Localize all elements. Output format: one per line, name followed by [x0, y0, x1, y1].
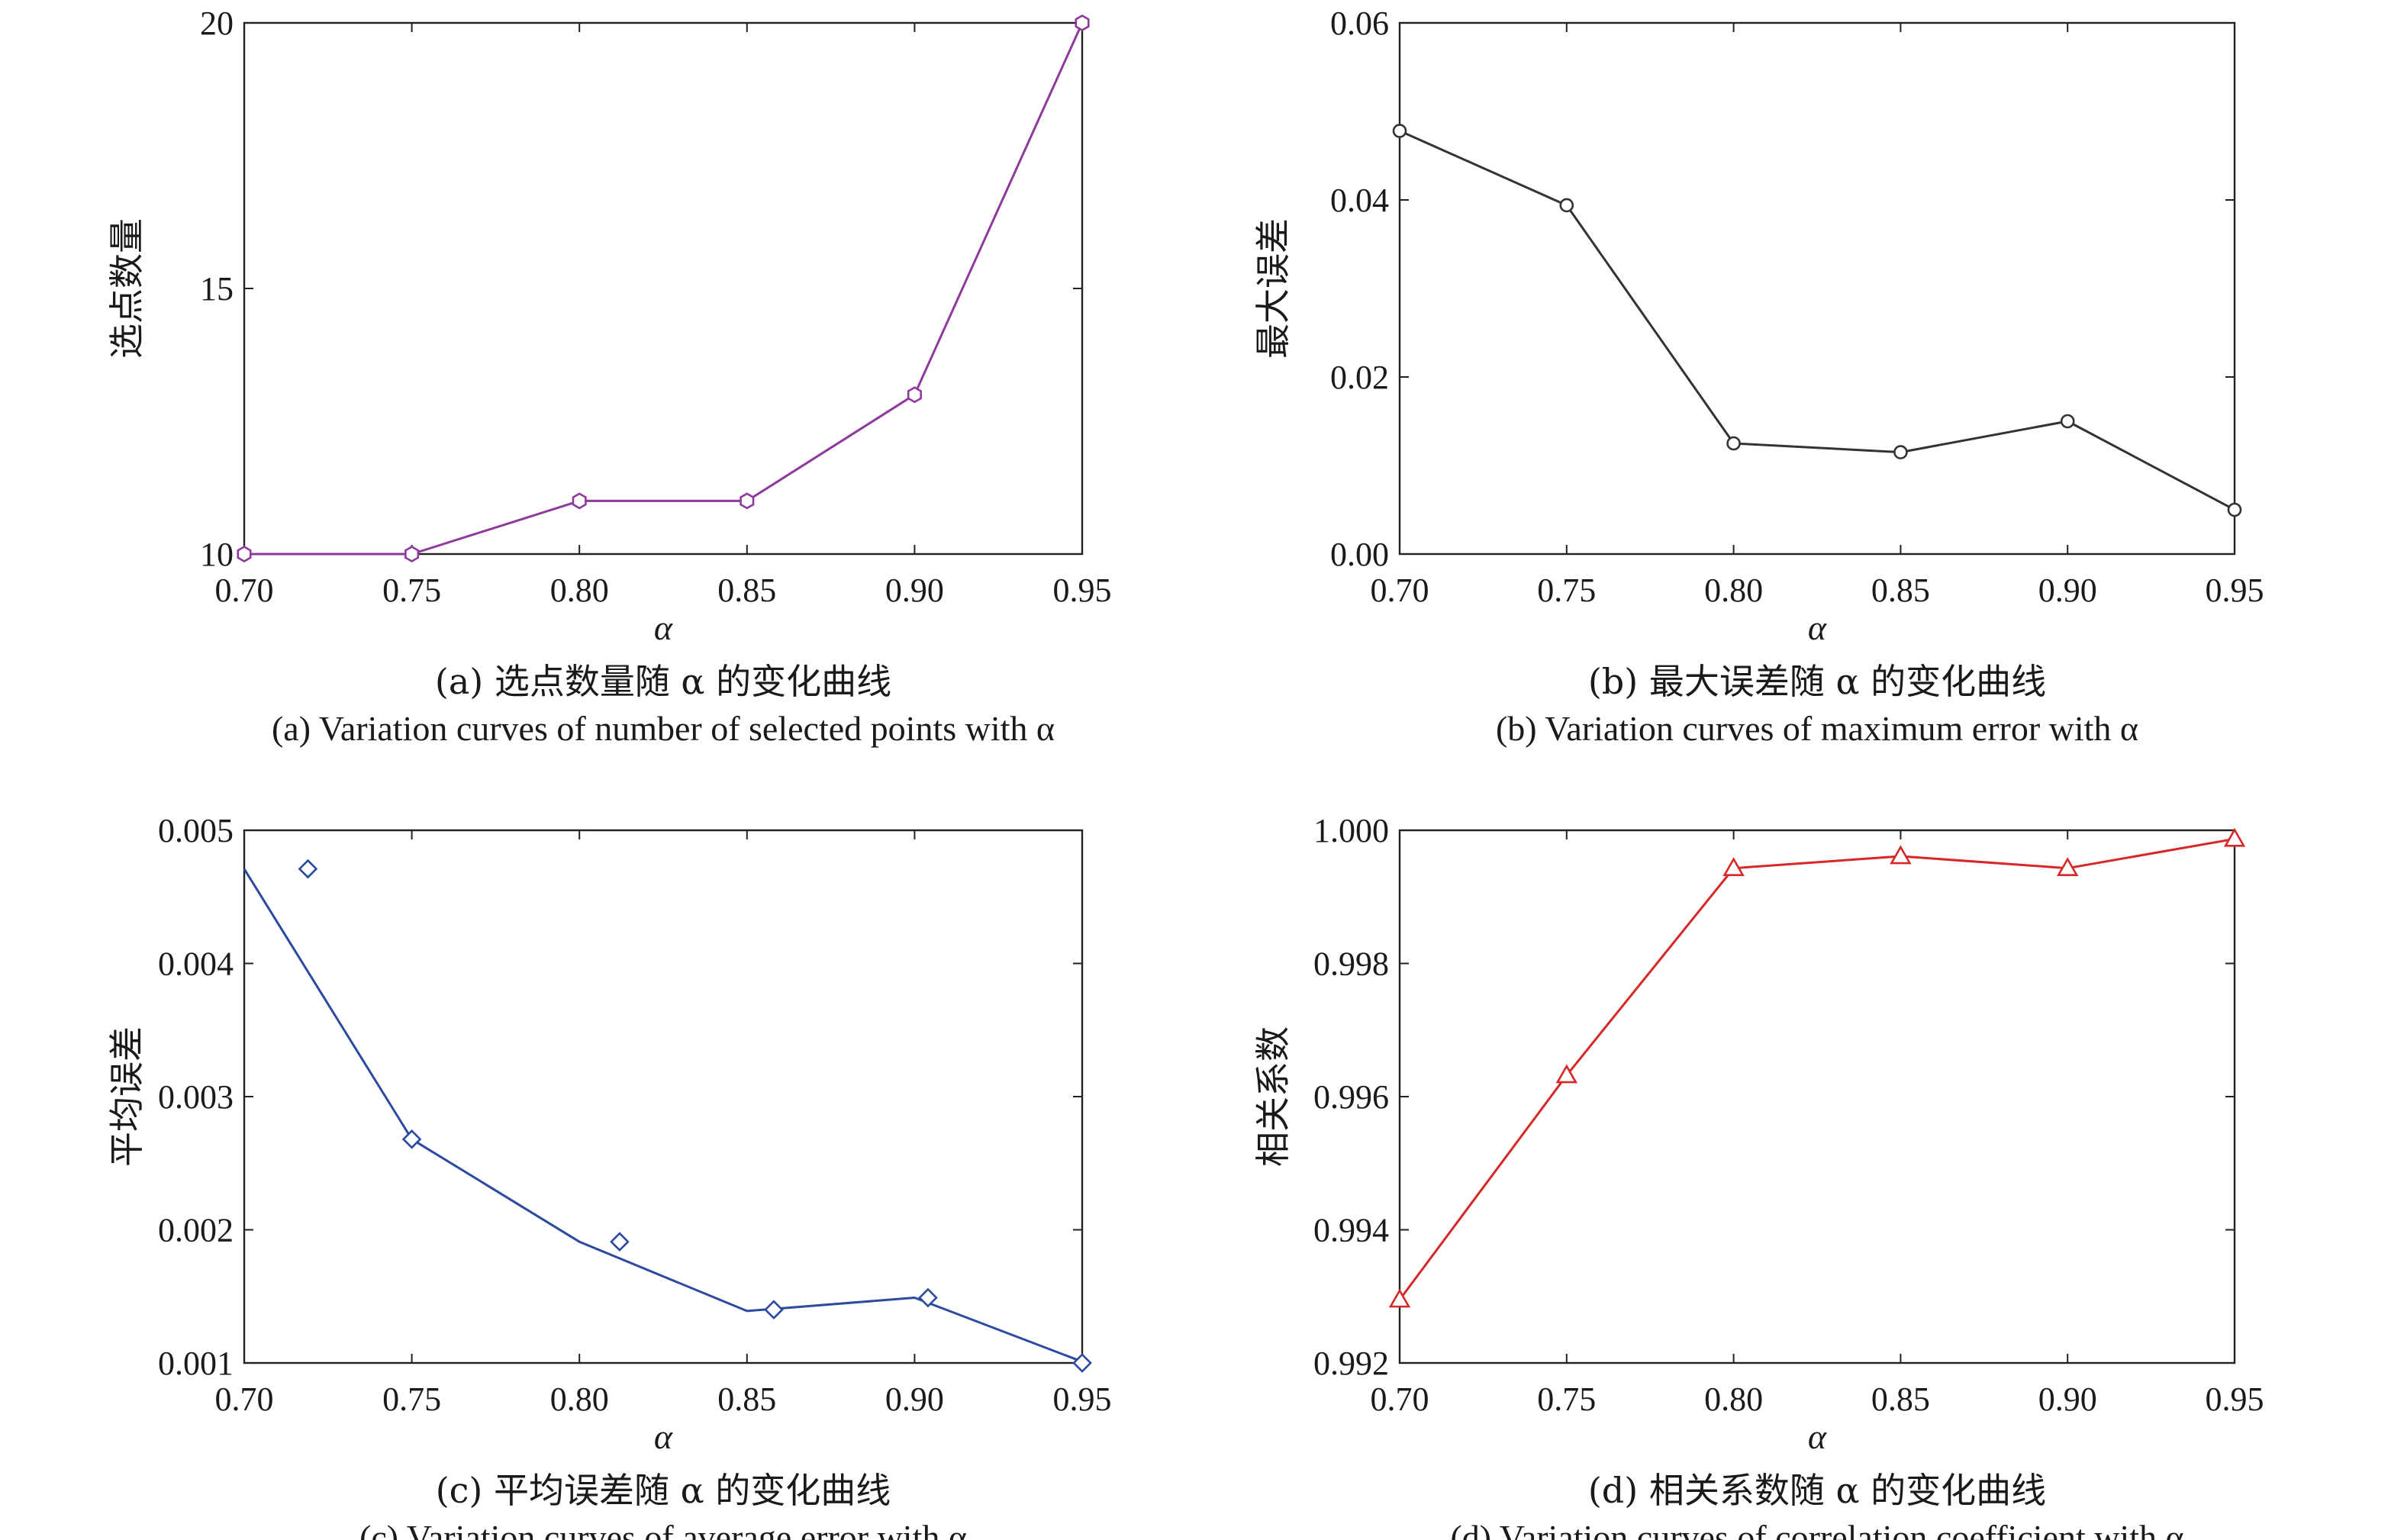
data-point [2056, 857, 2079, 877]
data-point [1559, 198, 1574, 213]
data-point [1072, 1353, 1092, 1373]
x-tick-label: 0.70 [1371, 1381, 1429, 1418]
x-tick-label: 0.90 [885, 572, 944, 609]
chart-panel-d: 0.70 0.75 0.80 0.85 0.90 0.95 0.992 0.994 0.996 0… [1252, 812, 2264, 1540]
chart-panel-c: 0.70 0.75 0.80 0.85 0.90 0.95 0.001 0.002 0.003 0… [106, 812, 1112, 1540]
x-tick-label: 0.80 [1704, 1381, 1763, 1418]
data-point [610, 1232, 630, 1252]
y-tick-label: 1.000 [1313, 812, 1389, 849]
caption-en: (b) Variation curves of maximum error wi… [1496, 709, 2138, 748]
y-tick-label: 10 [200, 536, 234, 573]
x-tick-label: 0.90 [2038, 1381, 2097, 1418]
y-axis-title: 选点数量 [106, 218, 147, 359]
y-axis-title: 相关系数 [1252, 1026, 1294, 1167]
y-tick-label: 0.002 [158, 1212, 234, 1249]
y-axis-title: 平均误差 [106, 1026, 147, 1167]
y-tick-label: 0.00 [1330, 536, 1389, 573]
x-tick-label: 0.80 [550, 1381, 609, 1418]
x-tick-label: 0.85 [1871, 572, 1930, 609]
x-axis-title: α [1808, 1417, 1827, 1456]
x-tick-label: 0.85 [717, 1381, 776, 1418]
x-tick-label: 0.75 [382, 1381, 441, 1418]
y-tick-label: 0.04 [1330, 182, 1389, 219]
x-tick-label: 0.90 [2038, 572, 2097, 609]
data-point [1392, 124, 1407, 138]
data-point [1555, 1064, 1578, 1084]
plot-frame [243, 21, 1084, 556]
x-tick-label: 0.95 [2206, 572, 2264, 609]
y-tick-label: 0.994 [1313, 1212, 1389, 1249]
y-tick-label: 0.996 [1313, 1078, 1389, 1116]
x-tick-label: 0.70 [215, 572, 274, 609]
y-tick-label: 0.003 [158, 1078, 234, 1116]
x-tick-label: 0.80 [1704, 572, 1763, 609]
y-tick-label: 15 [200, 270, 234, 308]
data-point [2060, 414, 2075, 429]
data-point [1722, 857, 1745, 877]
x-axis-title: α [654, 608, 673, 647]
data-point [401, 1129, 422, 1149]
series-line [1399, 130, 2235, 511]
x-tick-label: 0.75 [382, 572, 441, 609]
x-axis-title: α [654, 1417, 673, 1456]
y-tick-label: 0.001 [158, 1345, 234, 1382]
caption-en: (c) Variation curves of average error wi… [359, 1518, 967, 1540]
data-point [572, 492, 587, 510]
x-axis-title: α [1808, 608, 1827, 647]
caption-zh: (b) 最大误差随 α 的变化曲线 [1588, 661, 2046, 702]
x-tick-label: 0.75 [1537, 1381, 1596, 1418]
data-point [740, 492, 755, 510]
data-point [1075, 14, 1090, 32]
data-point [1890, 845, 1912, 865]
y-tick-label: 0.992 [1313, 1345, 1389, 1382]
x-tick-label: 0.70 [1371, 572, 1429, 609]
y-tick-label: 20 [200, 5, 234, 42]
y-tick-label: 0.004 [158, 946, 234, 983]
x-tick-label: 0.95 [2206, 1381, 2264, 1418]
x-tick-label: 0.90 [885, 1381, 944, 1418]
plot-frame [1398, 829, 2236, 1364]
chart-panel-b: 0.70 0.75 0.80 0.85 0.90 0.95 0.00 0.02 0.04 0.06… [1252, 5, 2264, 748]
series-line [243, 868, 1083, 1363]
caption-zh: (d) 相关系数随 α 的变化曲线 [1588, 1470, 2046, 1511]
data-point [1893, 445, 1908, 459]
data-point [237, 545, 252, 563]
caption-en: (d) Variation curves of correlation coef… [1450, 1518, 2183, 1540]
series-line [244, 22, 1084, 556]
y-tick-label: 0.005 [158, 812, 234, 849]
y-tick-label: 0.06 [1330, 5, 1389, 42]
data-point [1726, 436, 1741, 451]
series-line [1398, 837, 2235, 1300]
x-tick-label: 0.95 [1053, 1381, 1112, 1418]
data-point [764, 1300, 784, 1320]
x-tick-label: 0.70 [215, 1381, 274, 1418]
chart-panel-a: 0.70 0.75 0.80 0.85 0.90 0.95 10 15 20 α 选点数量 (a) 选… [106, 5, 1112, 748]
data-point [298, 859, 318, 879]
data-point [907, 386, 922, 404]
x-tick-label: 0.75 [1537, 572, 1596, 609]
data-point [1388, 1288, 1411, 1308]
x-tick-label: 0.85 [717, 572, 776, 609]
data-point [2227, 502, 2242, 517]
x-tick-label: 0.85 [1871, 1381, 1930, 1418]
plot-frame [1398, 21, 2236, 556]
x-tick-label: 0.80 [550, 572, 609, 609]
y-tick-label: 0.02 [1330, 359, 1389, 396]
x-tick-label: 0.95 [1053, 572, 1112, 609]
data-point [918, 1287, 938, 1308]
data-point [2223, 827, 2246, 847]
data-point [404, 545, 420, 563]
plot-frame [243, 829, 1084, 1364]
caption-en: (a) Variation curves of number of select… [272, 709, 1055, 748]
y-axis-title: 最大误差 [1252, 218, 1294, 359]
caption-zh: (c) 平均误差随 α 的变化曲线 [436, 1470, 891, 1511]
caption-zh: (a) 选点数量随 α 的变化曲线 [435, 661, 891, 702]
y-tick-label: 0.998 [1313, 946, 1389, 983]
